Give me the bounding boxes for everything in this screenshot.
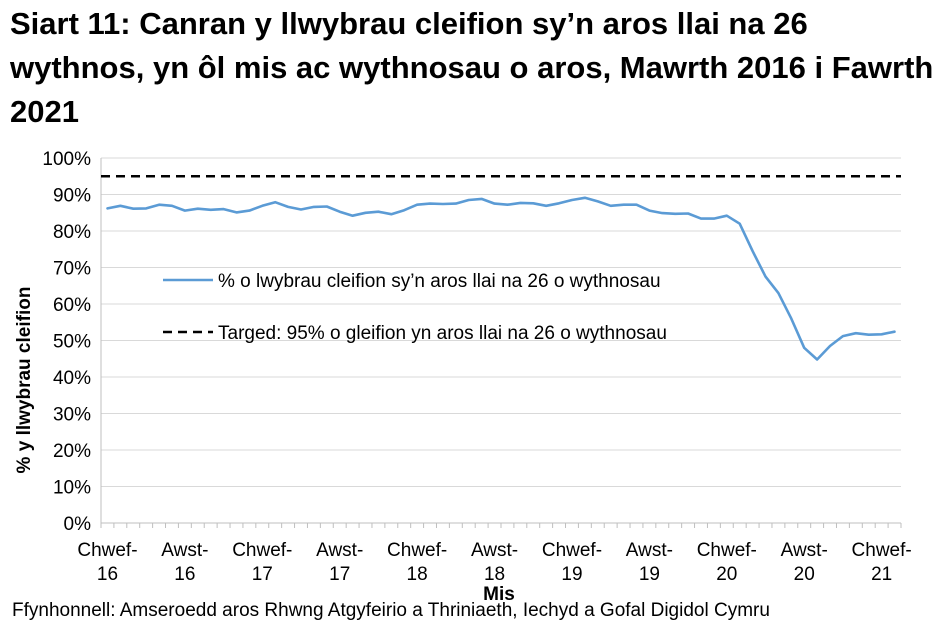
y-tick-label: 30%: [53, 405, 91, 426]
x-tick-label: Chwef-: [77, 540, 137, 561]
x-tick-label: 16: [174, 564, 195, 585]
x-axis-title: Mis: [483, 584, 515, 605]
series: [101, 175, 901, 361]
axes: [100, 158, 902, 528]
x-tick-label: 21: [871, 564, 892, 585]
y-tick-label: 10%: [53, 478, 91, 499]
y-tick-label: 20%: [53, 441, 91, 462]
x-tick-label: 20: [716, 564, 737, 585]
x-tick-label: 20: [794, 564, 815, 585]
legend-label-waiting: % o lwybrau cleifion sy’n aros llai na 2…: [218, 271, 661, 292]
gridlines: [101, 157, 901, 487]
x-tick-label: Awst-: [316, 540, 363, 561]
x-tick-label: Awst-: [781, 540, 828, 561]
x-tick-label: 19: [561, 564, 582, 585]
chart-title: Siart 11: Canran y llwybrau cleifion sy’…: [10, 6, 934, 129]
source-note: Ffynhonnell: Amseroedd aros Rhwng Atgyfe…: [12, 600, 770, 621]
y-tick-label: 70%: [53, 259, 91, 280]
x-tick-label: Chwef-: [542, 540, 602, 561]
legend: % o lwybrau cleifion sy’n aros llai na 2…: [163, 271, 667, 344]
x-tick-label: 18: [484, 564, 505, 585]
y-tick-label: 100%: [42, 149, 91, 170]
x-tick-label: Chwef-: [697, 540, 757, 561]
x-tick-label: Awst-: [161, 540, 208, 561]
y-tick-label: 90%: [53, 186, 91, 207]
y-axis-title: % y llwybrau cleifion: [14, 287, 35, 474]
x-tick-label: Awst-: [471, 540, 518, 561]
x-tick-label: 18: [407, 564, 428, 585]
x-tick-label: Chwef-: [232, 540, 292, 561]
legend-label-target: Targed: 95% o gleifion yn aros llai na 2…: [218, 323, 667, 344]
x-tick-label: Chwef-: [387, 540, 447, 561]
y-tick-labels: 0% 10% 20% 30% 40% 50% 60% 70% 80% 90% 100%: [42, 149, 91, 535]
y-tick-label: 50%: [53, 332, 91, 353]
x-tick-label: 17: [252, 564, 273, 585]
x-tick-label: Awst-: [626, 540, 673, 561]
x-tick-label: 17: [329, 564, 350, 585]
y-tick-label: 80%: [53, 222, 91, 243]
x-tick-label: Chwef-: [852, 540, 912, 561]
y-tick-label: 0%: [64, 514, 92, 535]
x-tick-label: 19: [639, 564, 660, 585]
y-tick-label: 40%: [53, 368, 91, 389]
y-tick-label: 60%: [53, 295, 91, 316]
series-line-waiting: [106, 196, 896, 361]
x-tick-label: 16: [97, 564, 118, 585]
x-tick-labels: Chwef- 16 Awst- 16 Chwef- 17 Awst- 17 Chwef- 18 Aw…: [77, 540, 911, 585]
